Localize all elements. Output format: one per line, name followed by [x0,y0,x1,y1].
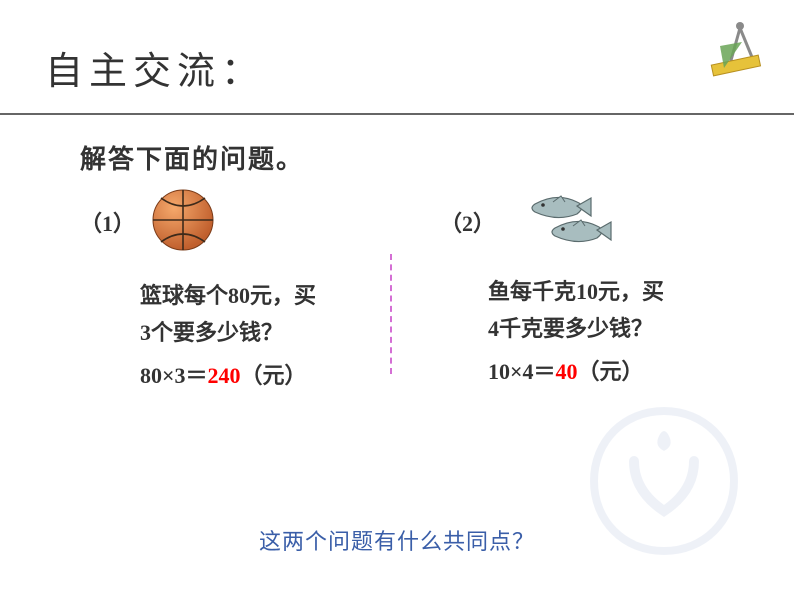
fish-icon [517,186,617,255]
page-title: 自主交流： [0,0,794,105]
problem-2-text: 鱼每千克10元，买 4千克要多少钱？ [488,273,738,348]
eq1-a: 80×3＝ [140,363,208,388]
problem-2-number: （2） [440,206,495,238]
problem-1-line1: 篮球每个80元，买 [140,283,316,308]
eq2-result: 40 [556,359,578,384]
eq1-b: （元） [241,363,307,388]
problem-1-text: 篮球每个80元，买 3个要多少钱？ [140,277,390,352]
problem-1-number: （1） [80,206,135,238]
ruler-icon [711,55,760,76]
problem-2-line2: 4千克要多少钱？ [488,316,653,341]
subtitle: 解答下面的问题。 [0,115,794,186]
problem-2: （2） 鱼 [440,186,760,390]
problem-1: （1） 篮球每个80元，买 [80,186,400,390]
eq2-b: （元） [578,359,644,384]
decoration-icon [702,16,772,91]
vertical-divider [390,254,392,374]
problem-1-line2: 3个要多少钱？ [140,320,283,345]
eq2-a: 10×4＝ [488,359,556,384]
problems-container: （1） 篮球每个80元，买 [0,186,794,390]
eq1-result: 240 [208,363,241,388]
problem-1-equation: 80×3＝240（元） [140,358,400,390]
problem-2-line1: 鱼每千克10元，买 [488,279,664,304]
basketball-icon [149,186,217,259]
common-question: 这两个问题有什么共同点？ [0,524,794,556]
slide: 自主交流： 解答下面的问题。 （1） [0,0,794,596]
problem-2-equation: 10×4＝40（元） [488,354,760,386]
